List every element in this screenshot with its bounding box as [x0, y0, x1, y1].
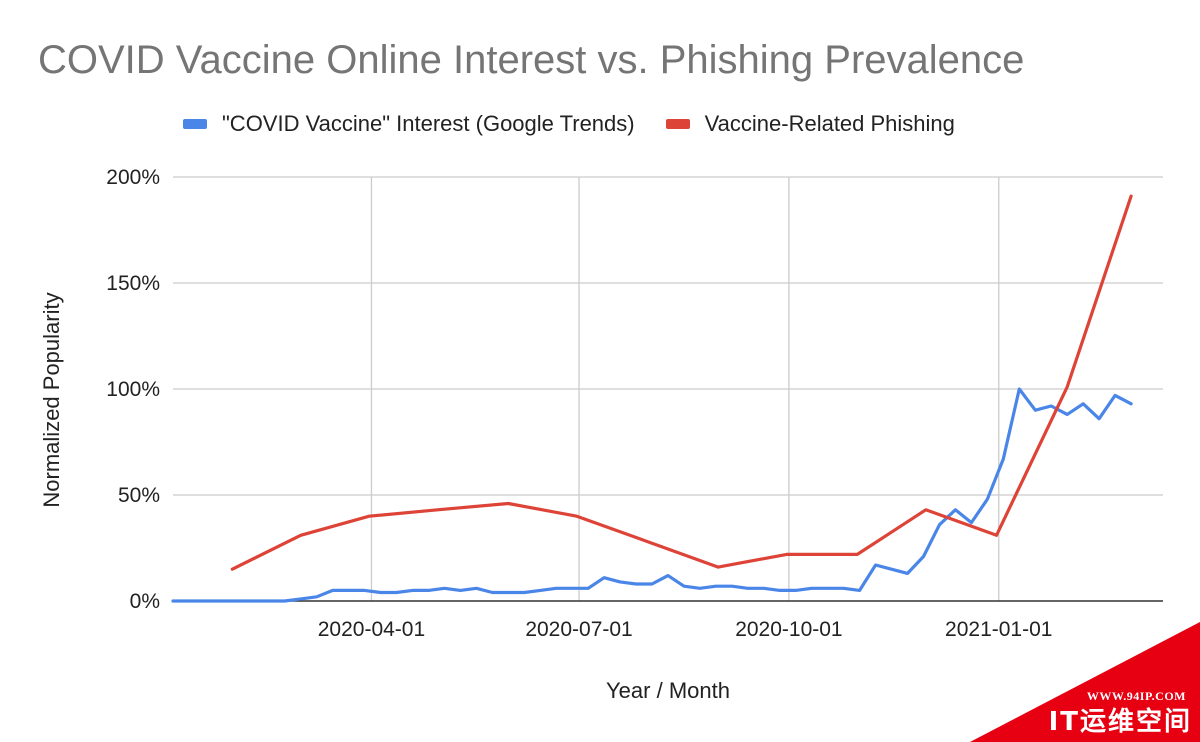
series-lines — [171, 194, 1133, 603]
legend-label-interest: "COVID Vaccine" Interest (Google Trends) — [222, 111, 635, 136]
legend-label-phishing: Vaccine-Related Phishing — [704, 111, 955, 136]
legend-item-interest[interactable]: "COVID Vaccine" Interest (Google Trends) — [183, 111, 635, 137]
legend: "COVID Vaccine" Interest (Google Trends)… — [183, 111, 986, 137]
legend-item-phishing[interactable]: Vaccine-Related Phishing — [665, 111, 955, 137]
watermark-triangle — [970, 622, 1200, 742]
x-tick-label: 2020-10-01 — [735, 618, 842, 641]
x-tick-label: 2020-04-01 — [318, 618, 425, 641]
watermark-url: WWW.94IP.COM — [1086, 689, 1186, 703]
y-tick-label: 50% — [118, 484, 160, 507]
legend-swatch-interest — [183, 119, 207, 129]
x-axis-title: Year / Month — [606, 678, 730, 703]
chart-title: COVID Vaccine Online Interest vs. Phishi… — [38, 38, 1025, 82]
y-axis-title: Normalized Popularity — [39, 292, 64, 507]
series-line-0 — [171, 387, 1133, 603]
y-tick-label: 200% — [106, 166, 160, 189]
axes: 0% 50% 100% 150% 200% 2020-04-01 2020-07-01 202… — [106, 166, 1163, 641]
watermark-brand: IT运维空间 — [1048, 707, 1192, 737]
gridlines — [173, 176, 1163, 601]
series-line-1 — [230, 194, 1133, 571]
watermark-logo: WWW.94IP.COM IT运维空间 — [970, 622, 1200, 742]
y-tick-label: 100% — [106, 378, 160, 401]
x-tick-label: 2020-07-01 — [525, 618, 632, 641]
y-tick-label: 0% — [130, 590, 160, 613]
legend-swatch-phishing — [665, 119, 690, 129]
y-tick-label: 150% — [106, 272, 160, 295]
